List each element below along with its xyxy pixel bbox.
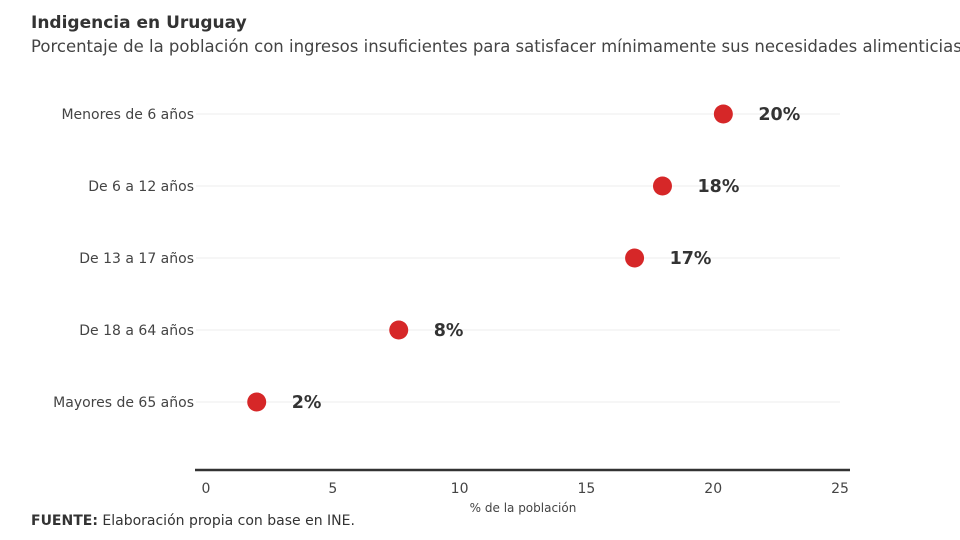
category-label: De 6 a 12 años — [88, 179, 194, 195]
data-label: 20% — [758, 105, 800, 125]
data-label: 2% — [292, 393, 322, 413]
source-prefix: FUENTE: — [31, 513, 98, 529]
category-labels: Menores de 6 años De 6 a 12 años De 13 a 1… — [53, 107, 194, 411]
data-point — [652, 176, 672, 196]
data-label: 17% — [670, 249, 712, 269]
x-tick-label: 10 — [451, 481, 469, 497]
x-tick-label: 20 — [704, 481, 722, 497]
x-axis: 0 5 10 15 20 25 % de la población — [195, 468, 850, 515]
x-tick-label: 15 — [577, 481, 595, 497]
data-point — [247, 392, 267, 412]
x-tick-label: 25 — [831, 481, 849, 497]
source-text: Elaboración propia con base en INE. — [97, 513, 355, 529]
x-axis-title: % de la población — [470, 501, 577, 515]
x-tick-label: 0 — [202, 481, 211, 497]
data-point — [713, 104, 733, 124]
category-label: Menores de 6 años — [61, 107, 194, 123]
data-label: 8% — [434, 321, 464, 341]
data-point — [625, 248, 645, 268]
data-labels: 20% 18% 17% 8% 2% — [292, 105, 801, 413]
chart-subtitle: Porcentaje de la población con ingresos … — [31, 37, 960, 56]
category-label: De 18 a 64 años — [79, 323, 194, 339]
chart-title: Indigencia en Uruguay — [31, 13, 247, 33]
gridlines — [196, 113, 840, 403]
data-points — [247, 104, 733, 412]
source-note: FUENTE: Elaboración propia con base en I… — [31, 513, 355, 529]
category-label: De 13 a 17 años — [79, 251, 194, 267]
data-point — [389, 320, 409, 340]
category-label: Mayores de 65 años — [53, 395, 194, 411]
data-label: 18% — [697, 177, 739, 197]
x-tick-label: 5 — [328, 481, 337, 497]
